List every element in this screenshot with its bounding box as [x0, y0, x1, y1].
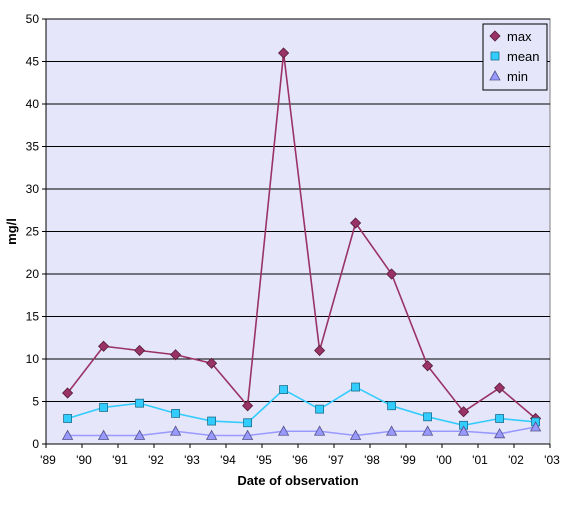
data-point-min [529, 421, 542, 432]
data-point-mean [207, 416, 217, 426]
data-point-min [313, 425, 326, 436]
y-tick-label: 30 [26, 182, 40, 196]
data-point-min [61, 429, 74, 440]
data-point-max [98, 340, 110, 352]
x-tick-label: '98 [364, 453, 380, 467]
data-point-max [386, 268, 398, 280]
x-tick-label: '99 [400, 453, 416, 467]
data-point-max [206, 357, 218, 369]
y-tick-label: 25 [26, 225, 40, 239]
data-point-mean [423, 412, 433, 422]
data-point-mean [171, 408, 181, 418]
series-mean [63, 382, 540, 430]
data-point-min [205, 429, 218, 440]
x-tick-label: '03 [544, 453, 560, 467]
series-min [61, 421, 542, 440]
y-tick-label: 45 [26, 55, 40, 69]
legend-label-max: max [507, 29, 532, 44]
y-tick-label: 20 [26, 267, 40, 281]
data-point-min [385, 425, 398, 436]
data-point-max [458, 406, 470, 418]
data-point-mean [387, 401, 397, 411]
data-point-max [422, 360, 434, 372]
y-axis-title: mg/l [4, 218, 19, 245]
legend-label-mean: mean [507, 49, 540, 64]
data-point-min [277, 425, 290, 436]
data-point-min [493, 427, 506, 439]
data-point-min [97, 429, 110, 440]
legend-marker-max [489, 30, 501, 42]
x-tick-label: '92 [148, 453, 164, 467]
data-point-mean [63, 414, 72, 423]
series-line-max [66, 52, 537, 420]
legend: max mean min [482, 23, 548, 91]
data-point-min [457, 425, 470, 436]
data-point-mean [243, 418, 253, 428]
data-point-max [314, 344, 326, 357]
x-tick-label: '93 [184, 453, 200, 467]
y-tick-label: 5 [32, 395, 39, 409]
series-max [62, 47, 542, 425]
data-point-min [421, 425, 434, 436]
data-point-max [242, 400, 254, 412]
x-tick-label: '97 [328, 453, 344, 467]
series-line-mean [67, 386, 536, 427]
x-tick-label: '00 [436, 453, 452, 467]
legend-label-min: min [507, 69, 528, 84]
x-tick-label: '02 [508, 453, 524, 467]
series-layer [61, 47, 542, 440]
series-line-min [67, 426, 536, 437]
x-tick-label: '96 [292, 453, 308, 467]
x-axis-title: Date of observation [237, 473, 358, 488]
y-tick-label: 10 [26, 352, 40, 366]
data-point-min [133, 429, 146, 440]
x-tick-label: '94 [220, 453, 236, 467]
y-tick-label: 0 [32, 437, 39, 451]
x-tick-label: '90 [76, 453, 92, 467]
x-tick-label: '95 [256, 453, 272, 467]
legend-marker-mean [490, 51, 500, 61]
data-point-max [62, 387, 74, 399]
data-point-max [170, 349, 182, 361]
data-point-mean [99, 403, 108, 412]
data-point-min [349, 429, 362, 440]
x-tick-label: '01 [472, 453, 488, 467]
data-point-mean [351, 382, 361, 392]
y-tick-label: 40 [26, 97, 40, 111]
y-tick-label: 35 [26, 140, 40, 154]
gridlines [46, 18, 550, 402]
data-point-max [350, 217, 362, 229]
data-point-max [278, 47, 290, 59]
data-point-mean [495, 414, 505, 423]
data-point-max [134, 344, 146, 357]
data-point-mean [279, 385, 289, 395]
data-point-min [169, 425, 182, 436]
x-tick-label: '89 [40, 453, 56, 467]
y-tick-label: 15 [26, 310, 40, 324]
legend-marker-min [489, 70, 501, 81]
axes: 0 5 10 15 20 25 30 35 40 45 50 '89 '90 '91 '92 '93 '94 '9… [26, 12, 561, 467]
x-tick-label: '91 [112, 453, 128, 467]
y-tick-label: 50 [26, 12, 40, 26]
data-point-max [494, 382, 506, 394]
data-point-min [241, 429, 254, 440]
data-point-mean [315, 404, 325, 414]
data-point-mean [135, 398, 145, 408]
